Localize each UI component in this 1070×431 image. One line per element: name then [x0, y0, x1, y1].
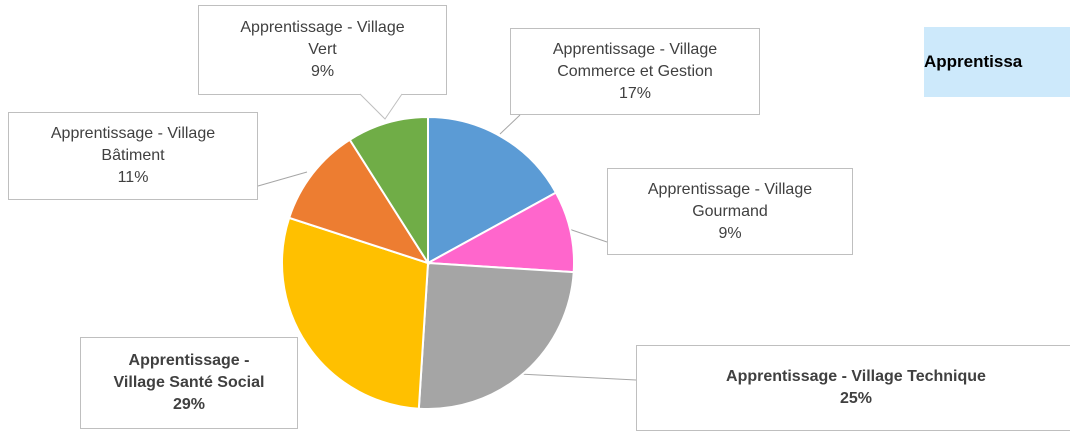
data-label-box: Apprentissage - Village Santé Social 29% [80, 337, 298, 429]
pie-slice [427, 115, 558, 265]
data-label-name: Apprentissage - Village Technique [726, 368, 986, 385]
leader-line [499, 114, 521, 135]
leader-line [518, 373, 637, 381]
data-label-value: 29% [172, 396, 206, 413]
data-label-box: Apprentissage - Village Bâtiment 11% [8, 112, 258, 200]
data-label-value: 11% [117, 169, 149, 186]
chart-title: Apprentissa [924, 27, 1070, 97]
pie-slice [287, 138, 431, 265]
pie-slice [424, 191, 575, 274]
data-label-value: 25% [839, 390, 873, 407]
data-label-name: Apprentissage - Village Santé Social [113, 352, 265, 391]
data-label-name: Apprentissage - Village Commerce et Gest… [552, 40, 718, 80]
data-label-name: Apprentissage - Village Gourmand [647, 180, 813, 220]
leader-line [565, 227, 608, 243]
data-label-name: Apprentissage - Village Vert [240, 19, 405, 58]
data-label-value: 9% [718, 224, 742, 242]
pie-slice [417, 261, 575, 410]
data-label-name: Apprentissage - Village Bâtiment [50, 125, 216, 164]
chart-title-text: Apprentissa [924, 52, 1023, 71]
pie-slice [281, 216, 430, 410]
data-label-box: Apprentissage - Village Technique 25% [636, 345, 1070, 431]
data-label-box: Apprentissage - Village Vert 9% [198, 5, 447, 95]
pie-slice [348, 115, 429, 267]
data-label-value: 17% [618, 84, 652, 102]
leader-line [257, 171, 308, 187]
data-label-value: 9% [310, 63, 335, 80]
data-label-box: Apprentissage - Village Gourmand 9% [607, 168, 853, 255]
data-label-box: Apprentissage - Village Commerce et Gest… [510, 28, 760, 115]
